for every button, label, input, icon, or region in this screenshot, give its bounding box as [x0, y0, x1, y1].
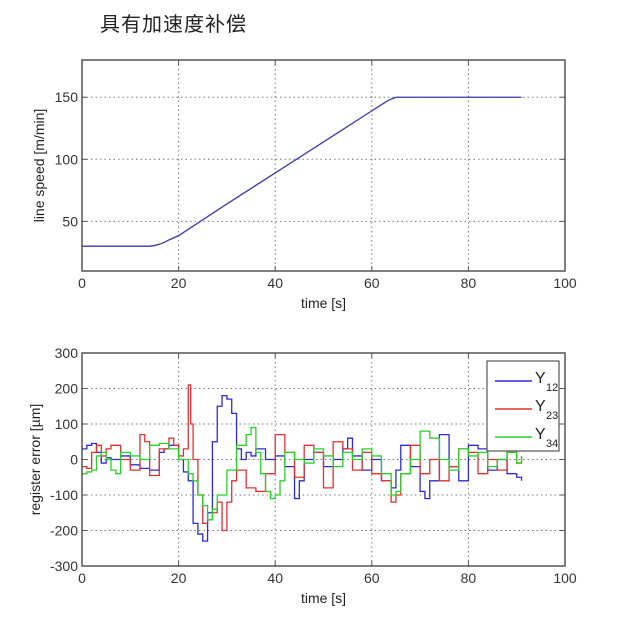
x-tick-label: 40: [267, 570, 283, 586]
y-tick-label: 100: [55, 151, 79, 167]
y-tick-label: 300: [55, 345, 79, 361]
y-axis-label: line speed [m/min]: [31, 109, 47, 223]
y-tick-label: 200: [55, 381, 79, 397]
x-tick-label: 60: [364, 570, 380, 586]
x-axis-label: time [s]: [301, 295, 346, 311]
x-tick-label: 100: [553, 275, 577, 291]
legend-label-subscript: 12: [546, 382, 558, 394]
x-tick-label: 0: [78, 570, 86, 586]
x-tick-label: 40: [267, 275, 283, 291]
y-tick-label: -200: [50, 523, 78, 539]
y-tick-label: 0: [70, 452, 78, 468]
series-y34: [82, 426, 523, 521]
series-line-speed: [82, 96, 522, 247]
x-tick-label: 80: [461, 570, 477, 586]
y-tick-label: -100: [50, 487, 78, 503]
y-tick-label: 50: [62, 213, 78, 229]
x-tick-label: 60: [364, 275, 380, 291]
axes-frame: [81, 59, 566, 272]
plot-area: [82, 60, 565, 271]
page-title: 具有加速度补偿: [100, 12, 247, 36]
y-tick-label: 150: [55, 89, 79, 105]
y-tick-label: -300: [50, 558, 78, 574]
x-tick-label: 80: [461, 275, 477, 291]
x-tick-label: 0: [78, 275, 86, 291]
series-y12: [82, 394, 523, 542]
x-tick-label: 20: [171, 570, 187, 586]
legend-label: Y: [535, 370, 546, 387]
legend-label: Y: [535, 426, 546, 443]
x-axis-label: time [s]: [301, 590, 346, 606]
y-tick-label: 100: [55, 416, 79, 432]
y-axis-label: register error [µm]: [27, 404, 43, 516]
legend-label-subscript: 23: [546, 410, 558, 422]
register-error-plot: 0 20 40 60 80 100 -300 -200 -100 0 100 200 300 time […: [27, 345, 577, 606]
legend-label: Y: [535, 398, 546, 415]
x-tick-label: 100: [553, 570, 577, 586]
line-speed-plot: 0 20 40 60 80 100 50 100 150 time [s] line speed […: [31, 59, 577, 311]
legend-label-subscript: 34: [546, 438, 558, 450]
series-y23: [82, 384, 523, 532]
x-tick-label: 20: [171, 275, 187, 291]
